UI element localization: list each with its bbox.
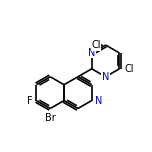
Text: N: N [95, 96, 103, 105]
Text: Cl: Cl [91, 40, 101, 50]
Text: F: F [27, 96, 33, 105]
Text: N: N [88, 48, 95, 58]
Text: Cl: Cl [124, 64, 134, 74]
Text: N: N [102, 72, 109, 82]
Text: Br: Br [45, 113, 56, 123]
